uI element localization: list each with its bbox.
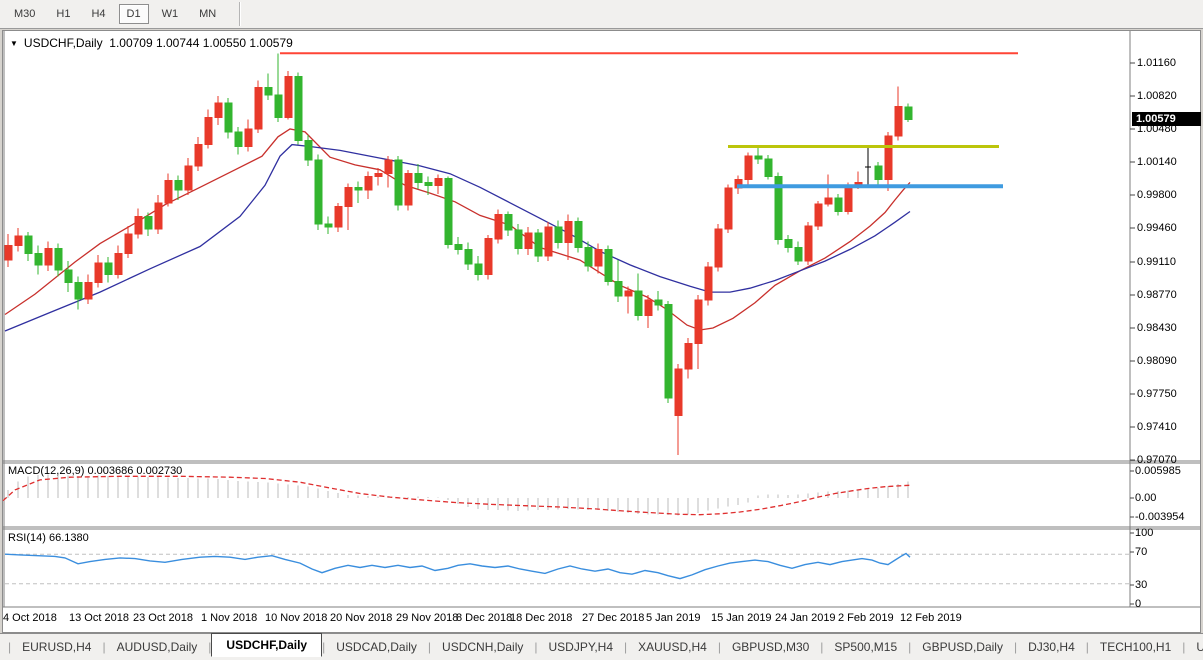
macd-values: 0.003686 0.002730 — [87, 465, 183, 477]
tab-separator: | — [820, 640, 824, 654]
date-axis-label: 29 Nov 2018 — [396, 612, 459, 624]
timeframe-button-d1[interactable]: D1 — [118, 4, 149, 24]
price-axis-label: 1.00140 — [1137, 156, 1177, 168]
tab-separator: | — [208, 640, 212, 654]
macd-axis-label: 0.00 — [1135, 492, 1157, 504]
price-axis-label: 0.97070 — [1137, 454, 1177, 466]
symbol-tab-usdjpy-h4[interactable]: USDJPY,H4 — [548, 640, 613, 654]
rsi-axis-label: 70 — [1135, 546, 1148, 558]
timeframe-toolbar: M30 H1 H4 D1 W1 MN — [0, 0, 1203, 29]
tab-separator: | — [1013, 640, 1018, 654]
toolbar-separator — [239, 2, 242, 26]
date-axis-label: 12 Feb 2019 — [900, 612, 962, 624]
chart-tabs: | EURUSD,H4 | AUDUSD,Daily | USDCHF,Daily | USD… — [8, 633, 1203, 659]
date-axis-label: 1 Nov 2018 — [201, 612, 258, 624]
symbol-tab-uk[interactable]: UK — [1196, 640, 1203, 654]
symbol-tab-dj30-h4[interactable]: DJ30,H4 — [1028, 640, 1075, 654]
chart-window[interactable] — [2, 30, 1201, 633]
symbol-tab-usdcnh-daily[interactable]: USDCNH,Daily — [442, 640, 524, 654]
price-axis-label: 0.98430 — [1137, 322, 1177, 334]
rsi-axis-label: 0 — [1135, 598, 1142, 610]
chart-symbol: USDCHF,Daily — [23, 36, 103, 50]
rsi-line — [4, 552, 911, 580]
tab-separator: | — [534, 640, 538, 654]
date-axis-label: 4 Oct 2018 — [3, 612, 57, 624]
date-axis-label: 23 Oct 2018 — [133, 612, 193, 624]
chart-tab-bar: | EURUSD,H4 | AUDUSD,Daily | USDCHF,Daily | USD… — [0, 633, 1203, 660]
axis-ticks — [1130, 62, 1135, 605]
symbol-tab-usdchf-daily[interactable]: USDCHF,Daily — [211, 633, 323, 657]
rsi-level-lines — [5, 553, 1129, 585]
timeframe-button-mn[interactable]: MN — [199, 8, 217, 20]
symbol-tab-eurusd-h4[interactable]: EURUSD,H4 — [22, 640, 92, 654]
tab-separator: | — [1085, 640, 1089, 654]
price-axis-label: 0.99110 — [1137, 256, 1176, 268]
panel-borders — [3, 31, 1200, 608]
symbol-tab-sp500-m15[interactable]: SP500,M15 — [834, 640, 898, 654]
price-axis-label: 1.00820 — [1137, 90, 1177, 102]
rsi-indicator-label: RSI(14) 66.1380 — [8, 532, 89, 544]
symbol-tab-xauusd-h4[interactable]: XAUUSD,H4 — [638, 640, 707, 654]
symbol-tab-gbpusd-m30[interactable]: GBPUSD,M30 — [731, 640, 810, 654]
tab-separator: | — [322, 640, 326, 654]
price-axis-label: 0.99460 — [1137, 222, 1177, 234]
ma-slow-blue-line — [4, 143, 911, 332]
rsi-value: 66.1380 — [48, 532, 89, 544]
macd-histogram — [7, 474, 909, 516]
date-axis-label: 20 Nov 2018 — [330, 612, 393, 624]
date-axis-label: 13 Oct 2018 — [69, 612, 129, 624]
price-axis-label: 1.00480 — [1137, 123, 1177, 135]
timeframe-button-w1[interactable]: W1 — [161, 8, 179, 20]
timeframe-button-h1[interactable]: H1 — [56, 8, 71, 20]
rsi-axis-label: 30 — [1135, 579, 1148, 591]
tab-separator: | — [908, 640, 912, 654]
date-axis-label: 15 Jan 2019 — [711, 612, 772, 624]
symbol-tab-usdcad-daily[interactable]: USDCAD,Daily — [336, 640, 417, 654]
macd-signal-line — [2, 475, 911, 516]
date-axis-label: 10 Nov 2018 — [265, 612, 328, 624]
date-axis-label: 2 Feb 2019 — [838, 612, 894, 624]
symbol-tab-gbpusd-daily[interactable]: GBPUSD,Daily — [922, 640, 1003, 654]
chart-title: ▼ USDCHF,Daily 1.00709 1.00744 1.00550 1.… — [10, 36, 293, 50]
price-axis-label: 1.01160 — [1137, 57, 1176, 69]
price-axis-label: 0.99800 — [1137, 189, 1177, 201]
date-axis-label: 27 Dec 2018 — [582, 612, 645, 624]
date-axis-label: 5 Jan 2019 — [646, 612, 701, 624]
symbol-tab-tech100-h1[interactable]: TECH100,H1 — [1099, 640, 1172, 654]
tab-separator: | — [8, 640, 12, 654]
timeframe-button-m30[interactable]: M30 — [14, 8, 36, 20]
timeframe-buttons: M30 H1 H4 D1 W1 MN — [6, 4, 229, 24]
tab-separator: | — [624, 640, 628, 654]
candlestick-series — [4, 53, 913, 456]
tab-separator: | — [102, 640, 106, 654]
date-axis-label: 24 Jan 2019 — [775, 612, 836, 624]
tab-separator: | — [427, 640, 432, 654]
chart-ohlc-values: 1.00709 1.00744 1.00550 1.00579 — [109, 36, 293, 50]
macd-indicator-label: MACD(12,26,9) 0.003686 0.002730 — [8, 465, 183, 477]
current-price-badge: 1.00579 — [1132, 112, 1201, 126]
date-axis-label: 8 Dec 2018 — [456, 612, 513, 624]
price-axis-label: 0.98090 — [1137, 355, 1177, 367]
macd-axis-label: -0.003954 — [1135, 511, 1185, 523]
symbol-dropdown-icon[interactable]: ▼ — [10, 39, 18, 48]
tab-separator: | — [1182, 640, 1186, 654]
tab-separator: | — [717, 640, 721, 654]
price-axis-label: 0.97750 — [1137, 388, 1177, 400]
macd-axis-label: 0.005985 — [1135, 465, 1181, 477]
symbol-tab-audusd-daily[interactable]: AUDUSD,Daily — [116, 640, 198, 654]
price-axis-label: 0.97410 — [1137, 421, 1177, 433]
price-axis-label: 0.98770 — [1137, 289, 1177, 301]
rsi-axis-label: 100 — [1135, 527, 1154, 539]
date-axis-label: 18 Dec 2018 — [510, 612, 573, 624]
timeframe-button-h4[interactable]: H4 — [91, 8, 106, 20]
